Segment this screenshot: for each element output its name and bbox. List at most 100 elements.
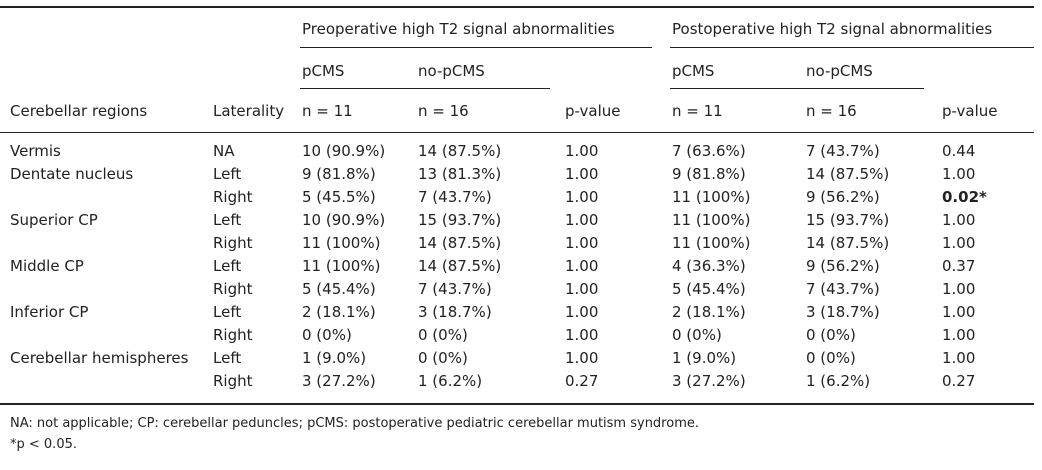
- post-pcms-cell: 0 (0%): [672, 326, 722, 344]
- post-nopcms-cell: 7 (43.7%): [806, 142, 880, 160]
- post-pcms-cell: 11 (100%): [672, 234, 751, 252]
- pre-nopcms-cell: 1 (6.2%): [418, 372, 483, 390]
- pre-pcms-header: pCMS: [302, 62, 345, 80]
- laterality-cell: Right: [213, 326, 253, 344]
- post-pvalue-cell: 1.00: [942, 326, 976, 344]
- pre-pvalue-cell: 1.00: [565, 303, 599, 321]
- pre-nopcms-cell: 15 (93.7%): [418, 211, 502, 229]
- pre-nopcms-cell: 14 (87.5%): [418, 257, 502, 275]
- pre-nopcms-cell: 14 (87.5%): [418, 142, 502, 160]
- post-pcms-cell: 9 (81.8%): [672, 165, 746, 183]
- table-top-rule: [0, 6, 1034, 8]
- post-nopcms-cell: 0 (0%): [806, 326, 856, 344]
- pre-pcms-cell: 3 (27.2%): [302, 372, 376, 390]
- post-pcms-cell: 2 (18.1%): [672, 303, 746, 321]
- pre-nopcms-cell: 0 (0%): [418, 326, 468, 344]
- post-n-nopcms: n = 16: [806, 102, 857, 120]
- regions-header: Cerebellar regions: [10, 102, 148, 120]
- laterality-cell: Left: [213, 257, 242, 275]
- post-pcms-cell: 1 (9.0%): [672, 349, 737, 367]
- pre-nopcms-cell: 7 (43.7%): [418, 280, 492, 298]
- pre-pcms-cell: 0 (0%): [302, 326, 352, 344]
- region-cell: Superior CP: [10, 211, 98, 229]
- post-nopcms-cell: 14 (87.5%): [806, 165, 890, 183]
- laterality-cell: Right: [213, 188, 253, 206]
- pre-n-pcms: n = 11: [302, 102, 353, 120]
- laterality-cell: Left: [213, 165, 242, 183]
- pre-pcms-cell: 2 (18.1%): [302, 303, 376, 321]
- post-n-pcms: n = 11: [672, 102, 723, 120]
- post-pcms-cell: 3 (27.2%): [672, 372, 746, 390]
- post-pvalue-cell: 0.37: [942, 257, 976, 275]
- post-nopcms-cell: 7 (43.7%): [806, 280, 880, 298]
- preoperative-group-header: Preoperative high T2 signal abnormalitie…: [302, 20, 615, 38]
- post-pvalue-cell: 1.00: [942, 165, 976, 183]
- pre-pcms-cell: 5 (45.5%): [302, 188, 376, 206]
- laterality-cell: NA: [213, 142, 235, 160]
- laterality-cell: Left: [213, 211, 242, 229]
- pre-pvalue-cell: 1.00: [565, 326, 599, 344]
- significance-footnote: *p < 0.05.: [10, 437, 77, 452]
- pre-pcms-cell: 1 (9.0%): [302, 349, 367, 367]
- post-pvalue-cell-significant: 0.02*: [942, 188, 987, 206]
- post-nopcms-cell: 15 (93.7%): [806, 211, 890, 229]
- post-pvalue-cell: 1.00: [942, 349, 976, 367]
- post-nopcms-header: no-pCMS: [806, 62, 873, 80]
- pre-pvalue-cell: 1.00: [565, 257, 599, 275]
- pre-group-underline: [300, 47, 652, 48]
- pre-nopcms-cell: 13 (81.3%): [418, 165, 502, 183]
- post-pvalue-cell: 0.44: [942, 142, 976, 160]
- pre-pcms-cell: 10 (90.9%): [302, 211, 386, 229]
- post-pcms-cell: 4 (36.3%): [672, 257, 746, 275]
- region-cell: Cerebellar hemispheres: [10, 349, 189, 367]
- post-pcms-header: pCMS: [672, 62, 715, 80]
- abbreviation-footnote: NA: not applicable; CP: cerebellar pedun…: [10, 416, 699, 431]
- pre-pcms-cell: 11 (100%): [302, 234, 381, 252]
- post-pvalue-header: p-value: [942, 102, 998, 120]
- post-nopcms-cell: 14 (87.5%): [806, 234, 890, 252]
- pre-pvalue-cell: 1.00: [565, 349, 599, 367]
- laterality-cell: Left: [213, 349, 242, 367]
- pre-nopcms-cell: 3 (18.7%): [418, 303, 492, 321]
- pre-pvalue-cell: 1.00: [565, 142, 599, 160]
- post-sub-underline: [670, 88, 924, 89]
- post-pvalue-cell: 1.00: [942, 303, 976, 321]
- pre-nopcms-cell: 14 (87.5%): [418, 234, 502, 252]
- post-nopcms-cell: 3 (18.7%): [806, 303, 880, 321]
- pre-nopcms-cell: 0 (0%): [418, 349, 468, 367]
- region-cell: Inferior CP: [10, 303, 89, 321]
- post-group-underline: [670, 47, 1034, 48]
- header-bottom-rule: [0, 132, 1034, 133]
- laterality-cell: Right: [213, 372, 253, 390]
- laterality-cell: Right: [213, 234, 253, 252]
- post-pcms-cell: 11 (100%): [672, 211, 751, 229]
- post-pvalue-cell: 1.00: [942, 211, 976, 229]
- post-pcms-cell: 5 (45.4%): [672, 280, 746, 298]
- pre-pvalue-cell: 1.00: [565, 165, 599, 183]
- post-nopcms-cell: 0 (0%): [806, 349, 856, 367]
- pre-pvalue-cell: 1.00: [565, 188, 599, 206]
- post-nopcms-cell: 1 (6.2%): [806, 372, 871, 390]
- region-cell: Dentate nucleus: [10, 165, 134, 183]
- pre-pvalue-cell: 0.27: [565, 372, 599, 390]
- pre-pcms-cell: 5 (45.4%): [302, 280, 376, 298]
- table-bottom-rule: [0, 403, 1034, 405]
- pre-nopcms-header: no-pCMS: [418, 62, 485, 80]
- pre-nopcms-cell: 7 (43.7%): [418, 188, 492, 206]
- laterality-header: Laterality: [213, 102, 285, 120]
- laterality-cell: Left: [213, 303, 242, 321]
- region-cell: Vermis: [10, 142, 61, 160]
- post-pcms-cell: 7 (63.6%): [672, 142, 746, 160]
- post-pvalue-cell: 1.00: [942, 234, 976, 252]
- pre-pvalue-header: p-value: [565, 102, 621, 120]
- pre-pcms-cell: 9 (81.8%): [302, 165, 376, 183]
- pre-sub-underline: [300, 88, 550, 89]
- postoperative-group-header: Postoperative high T2 signal abnormaliti…: [672, 20, 993, 38]
- post-nopcms-cell: 9 (56.2%): [806, 257, 880, 275]
- pre-pvalue-cell: 1.00: [565, 234, 599, 252]
- pre-pcms-cell: 10 (90.9%): [302, 142, 386, 160]
- laterality-cell: Right: [213, 280, 253, 298]
- post-pvalue-cell: 0.27: [942, 372, 976, 390]
- post-pcms-cell: 11 (100%): [672, 188, 751, 206]
- region-cell: Middle CP: [10, 257, 84, 275]
